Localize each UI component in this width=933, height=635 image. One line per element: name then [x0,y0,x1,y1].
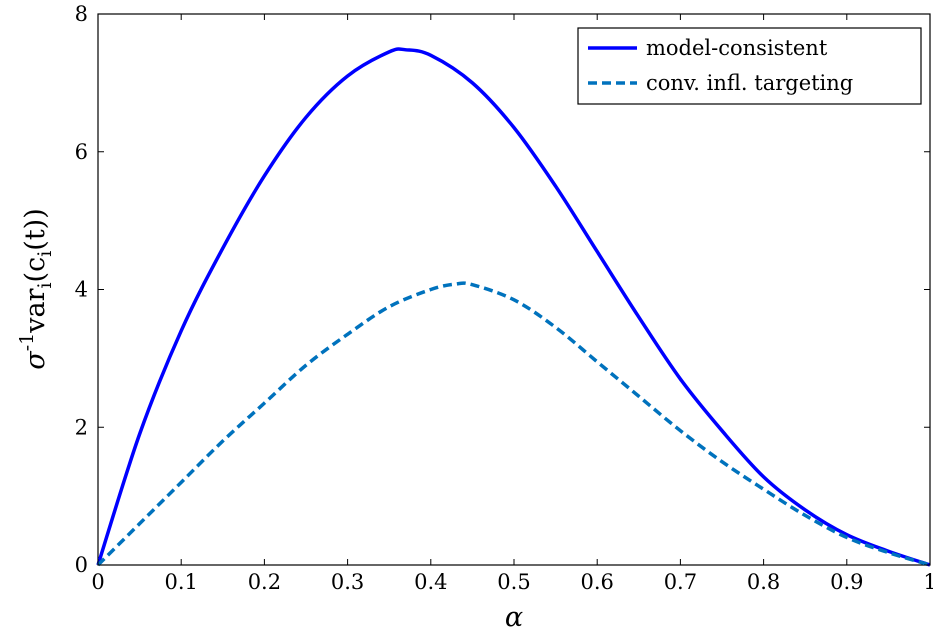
x-tick-label: 0.9 [830,570,863,594]
x-tick-label: 0.2 [248,570,281,594]
y-label-var: var [20,288,51,333]
y-tick-label: 0 [75,553,88,577]
y-tick-label: 6 [75,140,88,164]
legend-label-model-consistent: model-consistent [646,36,828,60]
series-line-model-consistent [96,47,931,567]
x-tick-label: 0.1 [164,570,197,594]
tick-layer: 0 0.1 0.2 0.3 0.4 0.5 0.6 0.7 0.8 0.9 1 0 2 4 6 8 [75,2,933,594]
y-tick-label: 4 [75,278,88,302]
y-label-close: (t)) [20,208,51,250]
y-tick-label: 8 [75,2,88,26]
x-tick-label: 0.6 [580,570,613,594]
y-label-open: (c [20,257,51,283]
x-tick-label: 0 [91,570,104,594]
y-label-sup: -1 [16,333,38,352]
y-label-sigma: σ [20,350,51,370]
y-axis-label: σ-1vari(ci(t)) [16,208,56,369]
series-line-conv-infl-targeting [96,281,931,567]
x-tick-label: 0.4 [414,570,447,594]
legend-label-conv-infl-targeting: conv. infl. targeting [646,71,853,95]
y-label-sub-i: i [34,282,56,288]
y-tick-label: 2 [75,415,88,439]
x-tick-label: 1 [923,570,933,594]
x-tick-label: 0.3 [331,570,364,594]
x-tick-label: 0.5 [497,570,530,594]
legend: model-consistent conv. infl. targeting [577,27,922,105]
series-layer [96,47,931,567]
x-tick-label: 0.8 [747,570,780,594]
y-label-sub-i2: i [34,251,56,257]
x-tick-label: 0.7 [664,570,697,594]
x-axis-label: α [505,602,523,633]
legend-box [577,27,922,105]
